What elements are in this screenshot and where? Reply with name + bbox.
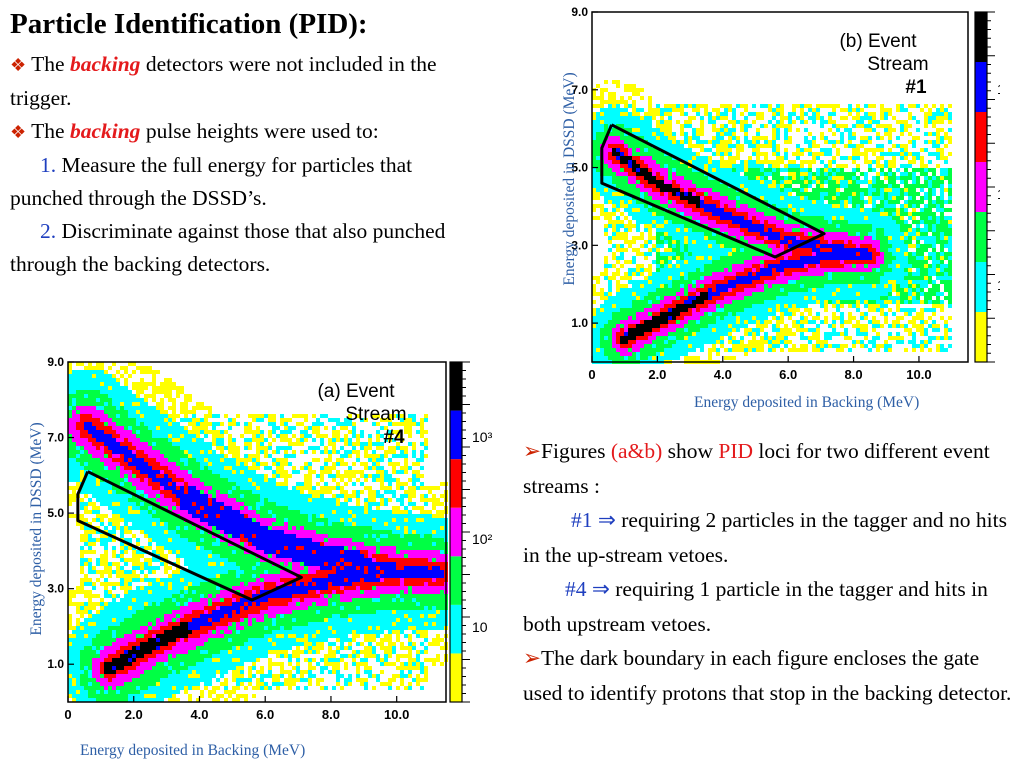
colorbar-label: 10 [472,619,488,635]
colorbar-segment [450,410,462,460]
colorbar-segment [975,12,987,62]
plot-title-line: (a) Event [317,381,395,402]
x-tick-label: 2.0 [125,707,143,722]
plot-title-line: (b) Event [839,31,917,52]
plot-frame [591,11,969,363]
numbered-item-2: 2. Discriminate against those that also … [10,219,446,276]
plot-title-line: Stream [345,404,406,425]
y-tick-label: 5.0 [47,506,64,520]
colorbar-segment [450,459,462,508]
colorbar-segment [450,362,462,411]
stream-1-paragraph: #1 ⇒ requiring 2 particles in the tagger… [523,508,1007,567]
plot-frame [67,361,447,703]
bullet-backing-pulse-heights: ❖ The backing pulse heights were used to… [10,119,379,143]
numbered-item-1: 1. Measure the full energy for particles… [10,153,413,210]
y-tick-label: 7.0 [571,83,588,97]
plot-title-line: #4 [383,427,405,448]
left-text-block: ❖ The backing detectors were not include… [10,48,488,281]
colorbar-label: 10 [997,186,1000,202]
x-tick-label: 8.0 [845,367,863,382]
figures-paragraph: ➢Figures (a&b) show PID loci for two dif… [523,439,990,498]
y-tick-label: 1.0 [571,316,588,330]
x-tick-label: 2.0 [648,367,666,382]
y-tick-label: 1.0 [47,657,64,671]
colorbar-segment [975,62,987,112]
colorbar-segment [450,653,462,702]
x-tick-label: 4.0 [714,367,732,382]
plot-a-xlabel: Energy deposited in Backing (MeV) [80,742,306,759]
pid-gate-boundary [600,123,826,259]
x-tick-label: 4.0 [190,707,208,722]
y-tick-label: 9.0 [571,5,588,19]
plot-b-xlabel: Energy deposited in Backing (MeV) [694,394,920,411]
colorbar-segment [450,507,462,557]
boundary-paragraph: ➢The dark boundary in each figure enclos… [523,646,1012,705]
y-tick-label: 5.0 [571,161,588,175]
x-tick-label: 6.0 [779,367,797,382]
diamond-bullet-icon: ❖ [10,122,27,142]
arrow-bullet-icon: ➢ [523,646,542,670]
pid-gate-boundary [76,470,303,602]
y-tick-label: 3.0 [47,582,64,596]
stream-4-paragraph: #4 ⇒ requiring 1 particle in the tagger … [523,577,988,636]
colorbar-label: 1 [997,277,1000,293]
y-tick-label: 3.0 [571,238,588,252]
x-tick-label: 6.0 [256,707,274,722]
heatmap-cells [592,80,952,364]
x-tick-label: 8.0 [322,707,340,722]
right-text-block: ➢Figures (a&b) show PID loci for two dif… [523,434,1018,710]
y-tick-label: 9.0 [47,355,64,369]
colorbar-label: 10³ [472,429,493,445]
diamond-bullet-icon: ❖ [10,55,27,75]
colorbar-label: 10² [997,81,1000,97]
arrow-bullet-icon: ➢ [523,439,542,463]
plot-b-svg: 0 2.0 4.0 6.0 8.0 10.0 1.0 3.0 5.0 7.0 9.0 (b) Even… [571,5,1017,382]
colorbar-segment [975,212,987,262]
plot-title-line: Stream [867,54,928,75]
colorbar-segment [975,162,987,212]
x-tick-label: 0 [64,707,71,722]
plot-b-ylabel: Energy deposited in DSSD (MeV) [561,72,578,286]
y-tick-label: 7.0 [47,431,64,445]
heatmap-cells [68,362,448,702]
plot-a: 0 2.0 4.0 6.0 8.0 10.0 1.0 3.0 5.0 7.0 9.0 (a) Even… [28,350,528,740]
colorbar-segment [450,604,462,654]
colorbar-segment [975,112,987,162]
x-tick-label: 10.0 [384,707,409,722]
colorbar-segment [975,262,987,312]
bullet-backing-not-in-trigger: ❖ The backing detectors were not include… [10,52,437,110]
plot-a-ylabel: Energy deposited in DSSD (MeV) [28,422,45,636]
slide-title: Particle Identification (PID): [10,8,368,40]
colorbar-segment [975,312,987,362]
colorbar-segment [450,556,462,605]
plot-b: 0 2.0 4.0 6.0 8.0 10.0 1.0 3.0 5.0 7.0 9.0 (b) Even… [540,0,1018,415]
colorbar-label: 10² [472,531,493,547]
x-tick-label: 0 [588,367,595,382]
plot-title-line: #1 [905,77,927,98]
plot-a-svg: 0 2.0 4.0 6.0 8.0 10.0 1.0 3.0 5.0 7.0 9.0 (a) Even… [47,355,493,722]
x-tick-label: 10.0 [906,367,931,382]
